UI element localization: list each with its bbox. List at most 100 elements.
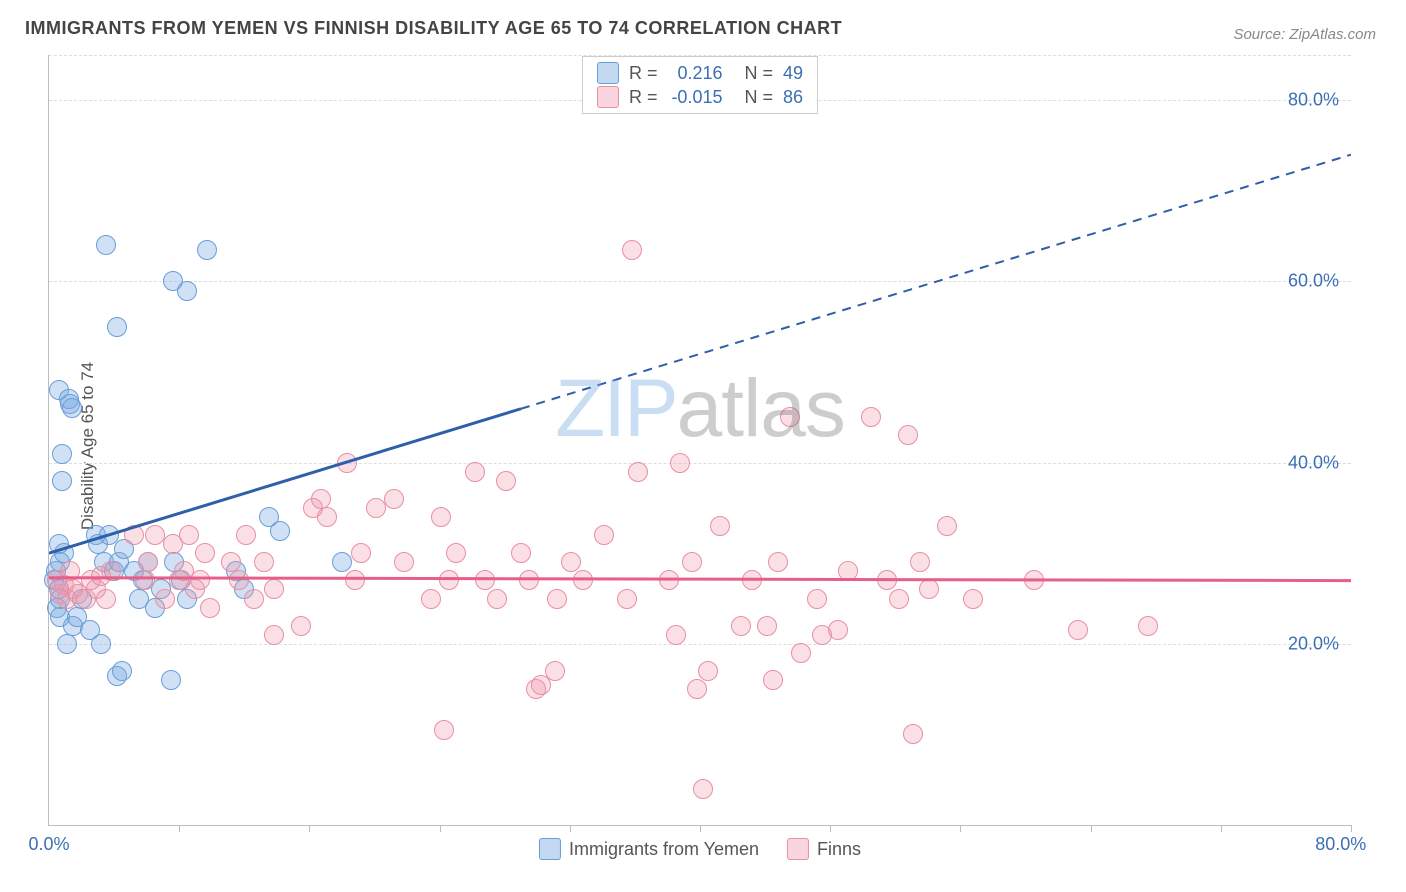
legend-row: R = -0.015 N = 86 [597, 85, 803, 109]
data-point [96, 235, 116, 255]
data-point [394, 552, 414, 572]
legend-top: R = 0.216 N = 49 R = -0.015 N = 86 [582, 56, 818, 114]
data-point [1024, 570, 1044, 590]
gridline [49, 644, 1351, 645]
data-point [519, 570, 539, 590]
data-point [531, 675, 551, 695]
data-point [807, 589, 827, 609]
watermark-zip: ZIP [555, 363, 677, 454]
data-point [244, 589, 264, 609]
data-point [155, 589, 175, 609]
data-point [107, 317, 127, 337]
data-point [889, 589, 909, 609]
data-point [431, 507, 451, 527]
data-point [439, 570, 459, 590]
legend-row: R = 0.216 N = 49 [597, 61, 803, 85]
data-point [135, 570, 155, 590]
data-point [670, 453, 690, 473]
data-point [254, 552, 274, 572]
data-point [465, 462, 485, 482]
data-point [594, 525, 614, 545]
data-point [60, 561, 80, 581]
scatter-plot-area: ZIPatlas R = 0.216 N = 49 R = -0.015 N =… [48, 55, 1351, 826]
x-tick [1351, 825, 1352, 832]
data-point [617, 589, 637, 609]
x-tick [830, 825, 831, 832]
data-point [561, 552, 581, 572]
data-point [384, 489, 404, 509]
x-tick [309, 825, 310, 832]
data-point [57, 634, 77, 654]
x-tick [1221, 825, 1222, 832]
data-point [937, 516, 957, 536]
data-point [687, 679, 707, 699]
data-point [710, 516, 730, 536]
data-point [270, 521, 290, 541]
data-point [229, 570, 249, 590]
r-label: R = [629, 63, 658, 84]
source-credit: Source: ZipAtlas.com [1233, 26, 1376, 43]
x-tick [1091, 825, 1092, 832]
data-point [351, 543, 371, 563]
gridline [49, 281, 1351, 282]
n-label: N = [744, 63, 773, 84]
x-tick [440, 825, 441, 832]
data-point [780, 407, 800, 427]
data-point [236, 525, 256, 545]
data-point [200, 598, 220, 618]
x-axis-min-label: 0.0% [28, 834, 69, 855]
y-tick-label: 60.0% [1288, 271, 1339, 292]
data-point [963, 589, 983, 609]
data-point [421, 589, 441, 609]
trend-lines [49, 55, 1351, 825]
legend-label: Finns [817, 839, 861, 860]
chart-title: IMMIGRANTS FROM YEMEN VS FINNISH DISABIL… [25, 18, 842, 39]
data-point [511, 543, 531, 563]
legend-item: Finns [787, 838, 861, 860]
n-value: 49 [783, 63, 803, 84]
data-point [52, 444, 72, 464]
r-value: 0.216 [667, 63, 722, 84]
y-tick-label: 20.0% [1288, 633, 1339, 654]
data-point [264, 579, 284, 599]
data-point [877, 570, 897, 590]
data-point [446, 543, 466, 563]
r-label: R = [629, 87, 658, 108]
data-point [903, 724, 923, 744]
data-point [622, 240, 642, 260]
watermark-atlas: atlas [677, 363, 845, 454]
data-point [101, 561, 121, 581]
y-tick-label: 40.0% [1288, 452, 1339, 473]
legend-swatch-icon [597, 86, 619, 108]
data-point [190, 570, 210, 590]
data-point [768, 552, 788, 572]
legend-swatch-icon [539, 838, 561, 860]
data-point [434, 720, 454, 740]
y-tick-label: 80.0% [1288, 90, 1339, 111]
data-point [757, 616, 777, 636]
watermark: ZIPatlas [555, 362, 845, 456]
legend-item: Immigrants from Yemen [539, 838, 759, 860]
data-point [628, 462, 648, 482]
data-point [52, 471, 72, 491]
data-point [919, 579, 939, 599]
n-value: 86 [783, 87, 803, 108]
legend-bottom: Immigrants from Yemen Finns [539, 838, 861, 860]
x-tick [960, 825, 961, 832]
x-tick [179, 825, 180, 832]
data-point [573, 570, 593, 590]
data-point [112, 661, 132, 681]
data-point [195, 543, 215, 563]
data-point [221, 552, 241, 572]
data-point [666, 625, 686, 645]
data-point [62, 398, 82, 418]
data-point [838, 561, 858, 581]
data-point [898, 425, 918, 445]
data-point [693, 779, 713, 799]
data-point [659, 570, 679, 590]
data-point [179, 525, 199, 545]
data-point [861, 407, 881, 427]
data-point [910, 552, 930, 572]
data-point [311, 489, 331, 509]
data-point [80, 620, 100, 640]
